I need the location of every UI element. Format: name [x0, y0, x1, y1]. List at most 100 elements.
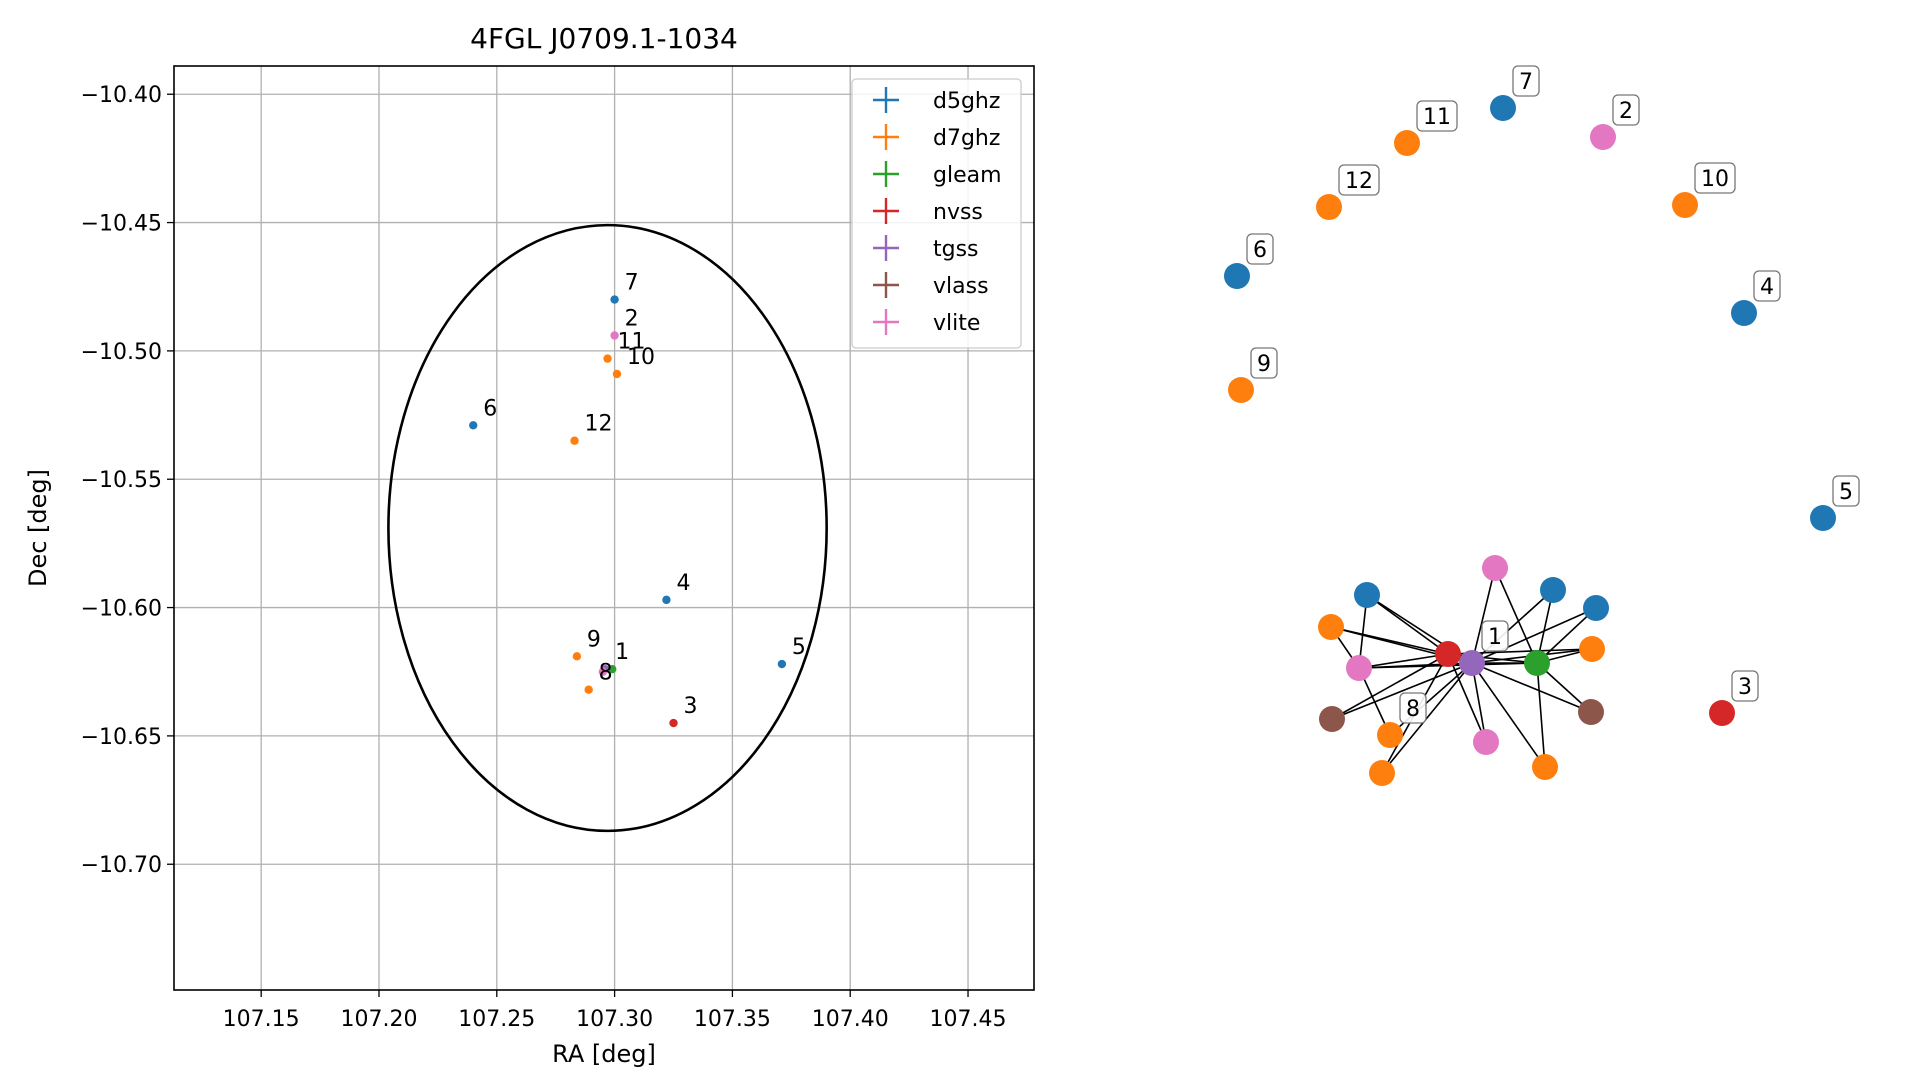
grid-layer: [174, 66, 1034, 990]
point-d5ghz: [777, 659, 787, 669]
point-d5ghz: [610, 295, 619, 304]
point-d7ghz: [603, 354, 612, 363]
legend-box: [851, 78, 1022, 349]
node-label-box: [1481, 620, 1509, 652]
y-tick-label: −10.65: [81, 725, 162, 750]
y-tick-label: −10.70: [81, 853, 162, 878]
node-label: 3: [1738, 675, 1752, 700]
x-tick-label: 107.45: [930, 1007, 1007, 1032]
network-node-d7ghz: [1228, 377, 1254, 403]
error-ellipse: [387, 223, 828, 833]
network-edge: [1494, 567, 1538, 664]
network-node-d7ghz: [1318, 614, 1344, 640]
legend-entry: d7ghz: [933, 126, 1000, 151]
node-label: 5: [1839, 480, 1853, 505]
node-label: 4: [1760, 275, 1774, 300]
node-label-box: [1731, 670, 1759, 702]
network-edge: [1471, 567, 1496, 664]
network-edge: [1358, 653, 1449, 669]
node-label: 9: [1257, 352, 1271, 377]
legend: d5ghz d7ghz gleam nvss tgss vlass vlite: [851, 78, 1022, 349]
network-node-d5ghz: [1540, 577, 1566, 603]
network-node-d7ghz: [1532, 754, 1558, 780]
network-edge: [1536, 662, 1546, 768]
legend-entry: tgss: [933, 237, 979, 262]
point-d5ghz: [469, 421, 478, 430]
point-label: 2: [625, 307, 639, 332]
network-nodes: 7 2 11 12 10 6 4 9 5 3 1 8: [1224, 65, 1860, 786]
node-label-box: [1399, 692, 1427, 724]
node-label: 12: [1345, 169, 1373, 194]
network-node-d5ghz: [1224, 263, 1250, 289]
x-tick-label: 107.25: [458, 1007, 535, 1032]
network-node-nvss: [1435, 641, 1461, 667]
network-node-d7ghz: [1377, 722, 1403, 748]
x-ticks: 107.15 107.20 107.25 107.30 107.35 107.40 107.…: [223, 990, 1007, 1032]
x-tick-label: 107.30: [576, 1007, 653, 1032]
x-tick-label: 107.15: [223, 1007, 300, 1032]
network-node-vlite: [1482, 555, 1508, 581]
point-d7ghz: [584, 685, 593, 694]
point-d7ghz: [570, 436, 579, 445]
x-tick-label: 107.20: [340, 1007, 417, 1032]
point-label: 7: [625, 271, 639, 296]
x-axis-label: RA [deg]: [552, 1040, 656, 1068]
network-node-tgss: [1459, 650, 1485, 676]
y-tick-label: −10.50: [81, 340, 162, 365]
point-label: 12: [585, 412, 613, 437]
network-edge: [1331, 653, 1449, 720]
network-node-d5ghz: [1354, 582, 1380, 608]
network-edge: [1471, 662, 1487, 743]
y-tick-label: −10.45: [81, 212, 162, 237]
network-node-d5ghz: [1583, 595, 1609, 621]
node-label-box: [1753, 270, 1781, 302]
network-edge: [1471, 607, 1597, 664]
x-tick-label: 107.40: [812, 1007, 889, 1032]
network-node-gleam: [1524, 650, 1550, 676]
network-edge: [1447, 653, 1487, 743]
x-tick-label: 107.35: [694, 1007, 771, 1032]
network-node-vlite: [1346, 655, 1372, 681]
network-node-d5ghz: [1731, 300, 1757, 326]
y-tick-label: −10.60: [81, 597, 162, 622]
point-d5ghz: [662, 595, 671, 605]
node-label-box: [1338, 164, 1380, 196]
network-node-d7ghz: [1316, 194, 1342, 220]
network-node-vlite: [1590, 124, 1616, 150]
network-node-d7ghz: [1672, 192, 1698, 218]
node-label: 10: [1701, 167, 1729, 192]
network-node-d7ghz: [1394, 130, 1420, 156]
node-label: 7: [1519, 70, 1533, 95]
node-label-box: [1832, 475, 1860, 507]
node-label: 8: [1406, 697, 1420, 722]
point-vlite: [598, 667, 608, 676]
node-label-box: [1512, 65, 1540, 97]
legend-entry: nvss: [933, 200, 983, 225]
node-label-box: [1250, 347, 1278, 379]
point-label: 9: [587, 627, 601, 652]
point-d7ghz: [572, 652, 582, 661]
network-edge: [1331, 662, 1473, 720]
y-tick-label: −10.40: [81, 83, 162, 108]
point-label: 4: [676, 571, 690, 596]
network-node-d5ghz: [1810, 505, 1836, 531]
network-panel: 7 2 11 12 10 6 4 9 5 3 1 8: [1224, 65, 1860, 786]
point-label: 8: [599, 661, 613, 686]
network-edge: [1366, 594, 1449, 655]
node-label-box: [1694, 162, 1736, 194]
node-label: 2: [1619, 99, 1633, 124]
network-node-vlass: [1578, 699, 1604, 725]
chart-title: 4FGL J0709.1-1034: [470, 22, 738, 55]
y-axis-label: Dec [deg]: [24, 469, 52, 587]
point-vlite: [610, 331, 619, 340]
legend-entry: d5ghz: [933, 89, 1000, 114]
point-d7ghz: [612, 369, 622, 379]
network-edge: [1471, 662, 1546, 768]
node-label: 1: [1488, 625, 1502, 650]
y-ticks: −10.40 −10.45 −10.50 −10.55 −10.60 −10.65 −10.…: [81, 83, 174, 878]
legend-entry: gleam: [933, 163, 1002, 188]
point-label: 3: [684, 694, 698, 719]
network-node-vlite: [1473, 729, 1499, 755]
